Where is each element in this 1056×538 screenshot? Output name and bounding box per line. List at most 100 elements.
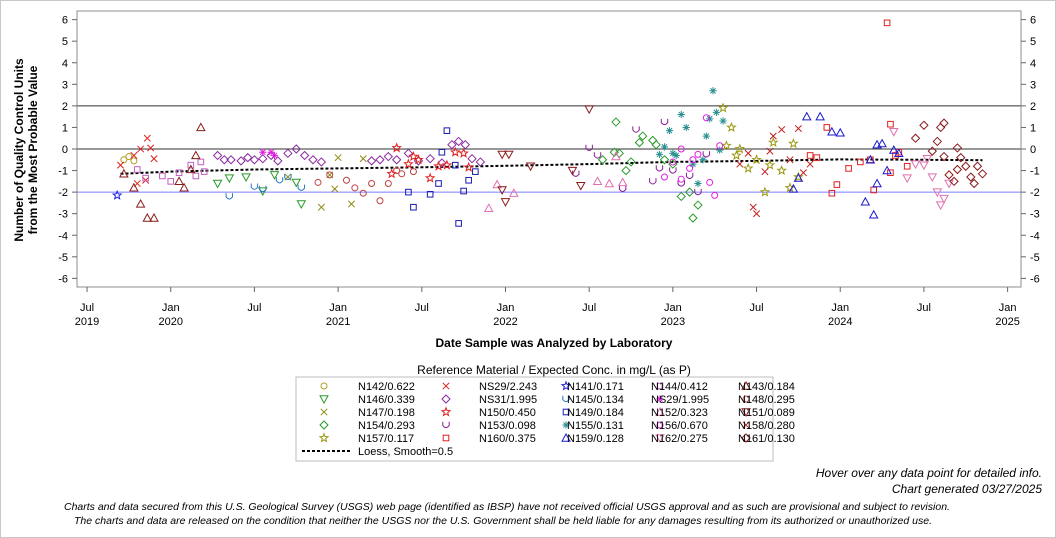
point-n159-0-128[interactable]: [801, 111, 812, 121]
point-n148-0-295[interactable]: [398, 170, 406, 178]
point-n148-0-295[interactable]: [326, 171, 334, 179]
point-n157-0-117[interactable]: [721, 140, 732, 151]
point-n155-0-131[interactable]: [706, 115, 714, 123]
point-n162-0-275[interactable]: [944, 179, 954, 189]
point-n143-0-184[interactable]: [119, 168, 129, 178]
point-n156-0-670[interactable]: [711, 191, 719, 199]
point-n158-0-280[interactable]: [799, 169, 807, 177]
point-n155-0-131[interactable]: [712, 108, 720, 116]
point-n156-0-670[interactable]: [702, 114, 710, 122]
point-ns31-1-995[interactable]: [273, 156, 283, 166]
point-n161-0-130[interactable]: [952, 164, 963, 175]
point-ns31-1-995[interactable]: [375, 155, 385, 165]
point-n149-0-184[interactable]: [435, 180, 442, 187]
point-ns31-1-995[interactable]: [403, 148, 414, 159]
point-n145-0-134[interactable]: [250, 183, 259, 190]
point-n160-0-375[interactable]: [887, 120, 894, 128]
point-n162-0-275[interactable]: [888, 128, 899, 137]
point-n148-0-295[interactable]: [384, 180, 392, 187]
point-n144-0-412[interactable]: [159, 172, 166, 180]
point-n154-0-293[interactable]: [648, 135, 658, 146]
point-n142-0-622[interactable]: [130, 157, 138, 165]
point-ns29-2-243[interactable]: [150, 155, 158, 163]
point-n156-0-670[interactable]: [660, 173, 668, 181]
point-n153-0-098[interactable]: [702, 151, 711, 158]
point-n153-0-098[interactable]: [677, 180, 685, 187]
point-n153-0-098[interactable]: [669, 167, 677, 174]
point-n152-0-323[interactable]: [483, 203, 494, 212]
point-n151-0-089[interactable]: [584, 105, 595, 115]
point-n160-0-375[interactable]: [806, 152, 814, 159]
point-n159-0-128[interactable]: [872, 139, 882, 149]
point-n144-0-412[interactable]: [192, 172, 200, 180]
point-n147-0-198[interactable]: [334, 154, 342, 162]
point-n155-0-131[interactable]: [694, 179, 702, 188]
point-n150-0-450[interactable]: [403, 158, 414, 169]
data-points[interactable]: [111, 19, 988, 227]
point-n155-0-131[interactable]: [660, 143, 669, 151]
point-n159-0-128[interactable]: [860, 196, 871, 206]
point-n146-0-339[interactable]: [224, 174, 235, 184]
point-n141-0-171[interactable]: [111, 189, 123, 200]
point-n158-0-280[interactable]: [749, 203, 757, 211]
point-n156-0-670[interactable]: [689, 156, 697, 164]
point-n155-0-131[interactable]: [672, 151, 680, 160]
point-n152-0-323[interactable]: [604, 178, 615, 188]
point-n154-0-293[interactable]: [634, 137, 645, 148]
point-n156-0-670[interactable]: [677, 145, 685, 153]
point-n159-0-128[interactable]: [888, 145, 899, 154]
point-n145-0-134[interactable]: [225, 193, 234, 200]
point-n144-0-412[interactable]: [197, 158, 205, 166]
point-n161-0-130[interactable]: [935, 122, 946, 133]
point-n150-0-450[interactable]: [433, 160, 444, 171]
point-n161-0-130[interactable]: [919, 120, 929, 130]
point-ns31-1-995[interactable]: [283, 148, 293, 159]
point-n162-0-275[interactable]: [922, 155, 933, 164]
point-n146-0-339[interactable]: [269, 171, 280, 180]
point-ns31-1-995[interactable]: [447, 139, 457, 150]
point-n153-0-098[interactable]: [649, 178, 657, 185]
point-n159-0-128[interactable]: [815, 111, 825, 121]
point-n159-0-128[interactable]: [872, 178, 882, 188]
point-n148-0-295[interactable]: [376, 197, 384, 205]
point-n155-0-131[interactable]: [655, 150, 664, 158]
point-ns31-1-995[interactable]: [383, 151, 394, 162]
point-n153-0-098[interactable]: [655, 165, 664, 172]
point-n161-0-130[interactable]: [949, 176, 959, 187]
point-n161-0-130[interactable]: [910, 133, 921, 143]
point-n150-0-450[interactable]: [424, 172, 436, 183]
point-n149-0-184[interactable]: [472, 168, 479, 175]
point-n150-0-450[interactable]: [386, 168, 397, 179]
point-n155-0-131[interactable]: [677, 110, 685, 119]
point-n161-0-130[interactable]: [932, 136, 943, 147]
point-n153-0-098[interactable]: [593, 152, 602, 159]
point-n161-0-130[interactable]: [939, 118, 949, 128]
point-n154-0-293[interactable]: [614, 148, 625, 159]
point-n158-0-280[interactable]: [761, 168, 769, 176]
point-n152-0-323[interactable]: [509, 188, 519, 197]
point-n144-0-412[interactable]: [200, 168, 208, 175]
point-n150-0-450[interactable]: [449, 146, 461, 157]
point-n158-0-280[interactable]: [744, 149, 752, 157]
point-n148-0-295[interactable]: [342, 176, 350, 184]
point-n161-0-130[interactable]: [969, 178, 979, 189]
point-n144-0-412[interactable]: [175, 169, 183, 177]
point-n162-0-275[interactable]: [902, 174, 913, 184]
point-n143-0-184[interactable]: [142, 212, 153, 222]
point-n157-0-117[interactable]: [788, 138, 799, 149]
point-ns31-1-995[interactable]: [212, 150, 223, 161]
point-ns31-1-995[interactable]: [249, 155, 260, 165]
point-n151-0-089[interactable]: [525, 162, 536, 172]
point-n155-0-131[interactable]: [665, 127, 674, 135]
point-n151-0-089[interactable]: [497, 150, 507, 160]
point-n155-0-131[interactable]: [719, 117, 727, 125]
point-n150-0-450[interactable]: [458, 147, 469, 158]
point-n143-0-184[interactable]: [196, 122, 206, 132]
point-n143-0-184[interactable]: [129, 182, 139, 192]
point-n160-0-375[interactable]: [845, 165, 852, 172]
point-n143-0-184[interactable]: [149, 212, 159, 222]
point-n148-0-295[interactable]: [368, 180, 376, 187]
point-n149-0-184[interactable]: [460, 187, 467, 195]
point-n143-0-184[interactable]: [179, 182, 189, 192]
point-n162-0-275[interactable]: [932, 188, 943, 198]
